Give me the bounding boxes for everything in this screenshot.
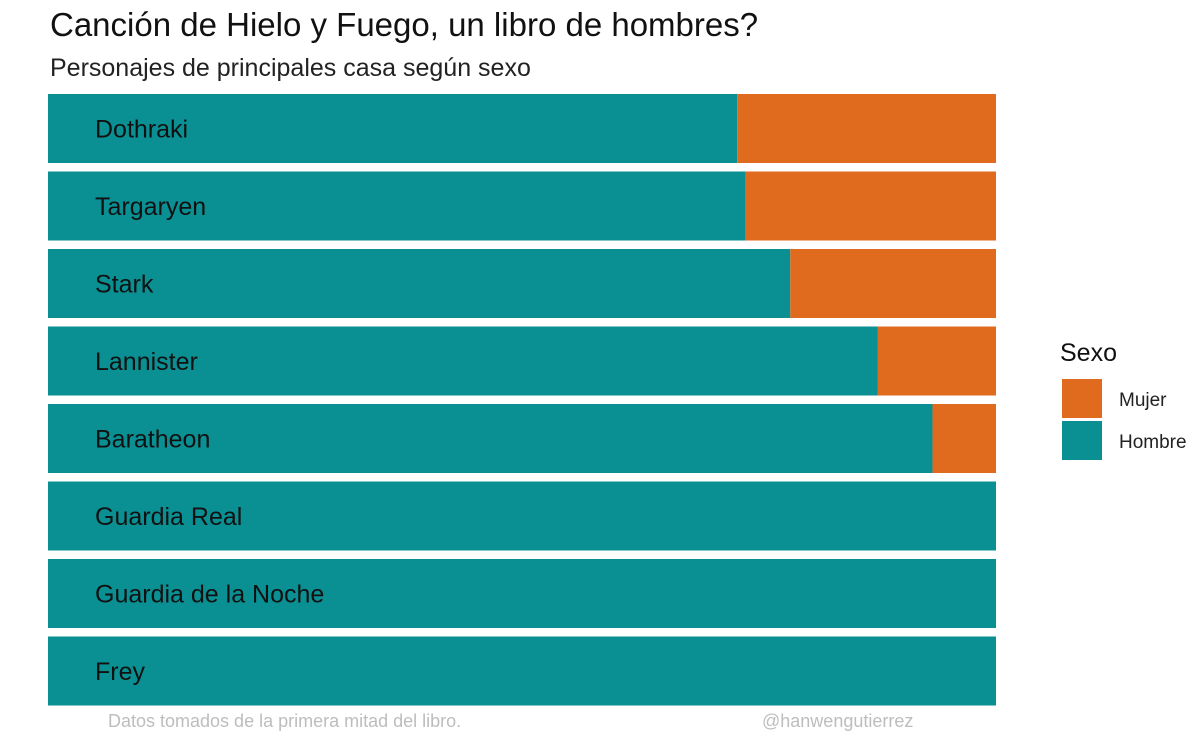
bars-group <box>48 94 996 706</box>
category-label-lannister: Lannister <box>95 348 198 376</box>
bar-targaryen-hombre <box>48 171 746 241</box>
caption-source: Datos tomados de la primera mitad del li… <box>108 711 462 731</box>
category-label-targaryen: Targaryen <box>95 193 206 221</box>
bar-dothraki-mujer <box>737 94 996 163</box>
chart-title: Canción de Hielo y Fuego, un libro de ho… <box>50 6 759 43</box>
bar-lannister-mujer <box>877 326 996 396</box>
bar-baratheon-mujer <box>932 404 996 473</box>
bar-dothraki-hombre <box>48 94 738 163</box>
bar-baratheon-hombre <box>48 404 933 473</box>
category-label-baratheon: Baratheon <box>95 426 210 454</box>
category-label-guardia-real: Guardia Real <box>95 503 242 531</box>
bar-targaryen-mujer <box>745 171 996 241</box>
caption-author: @hanwengutierrez <box>762 711 914 731</box>
bar-guardia-real-hombre <box>48 481 996 551</box>
category-label-dothraki: Dothraki <box>95 116 188 144</box>
legend-items: Mujer Hombre <box>1062 379 1187 460</box>
category-label-frey: Frey <box>95 658 146 686</box>
category-label-stark: Stark <box>95 271 154 299</box>
category-labels-group: Dothraki Targaryen Stark Lannister Baratheon… <box>95 116 324 687</box>
legend: Sexo Mujer Hombre <box>1060 339 1187 460</box>
legend-swatch-hombre <box>1062 421 1102 460</box>
bar-stark-mujer <box>790 249 996 318</box>
bar-stark-hombre <box>48 249 791 318</box>
legend-label-mujer: Mujer <box>1119 390 1167 411</box>
legend-label-hombre: Hombre <box>1119 432 1187 453</box>
legend-title: Sexo <box>1060 339 1117 367</box>
bar-frey-hombre <box>48 636 996 706</box>
category-label-guardia-de-la-noche: Guardia de la Noche <box>95 581 324 609</box>
bar-guardia-de-la-noche-hombre <box>48 559 996 628</box>
bar-lannister-hombre <box>48 326 878 396</box>
chart-subtitle: Personajes de principales casa según sex… <box>50 54 531 82</box>
legend-swatch-mujer <box>1062 379 1102 418</box>
